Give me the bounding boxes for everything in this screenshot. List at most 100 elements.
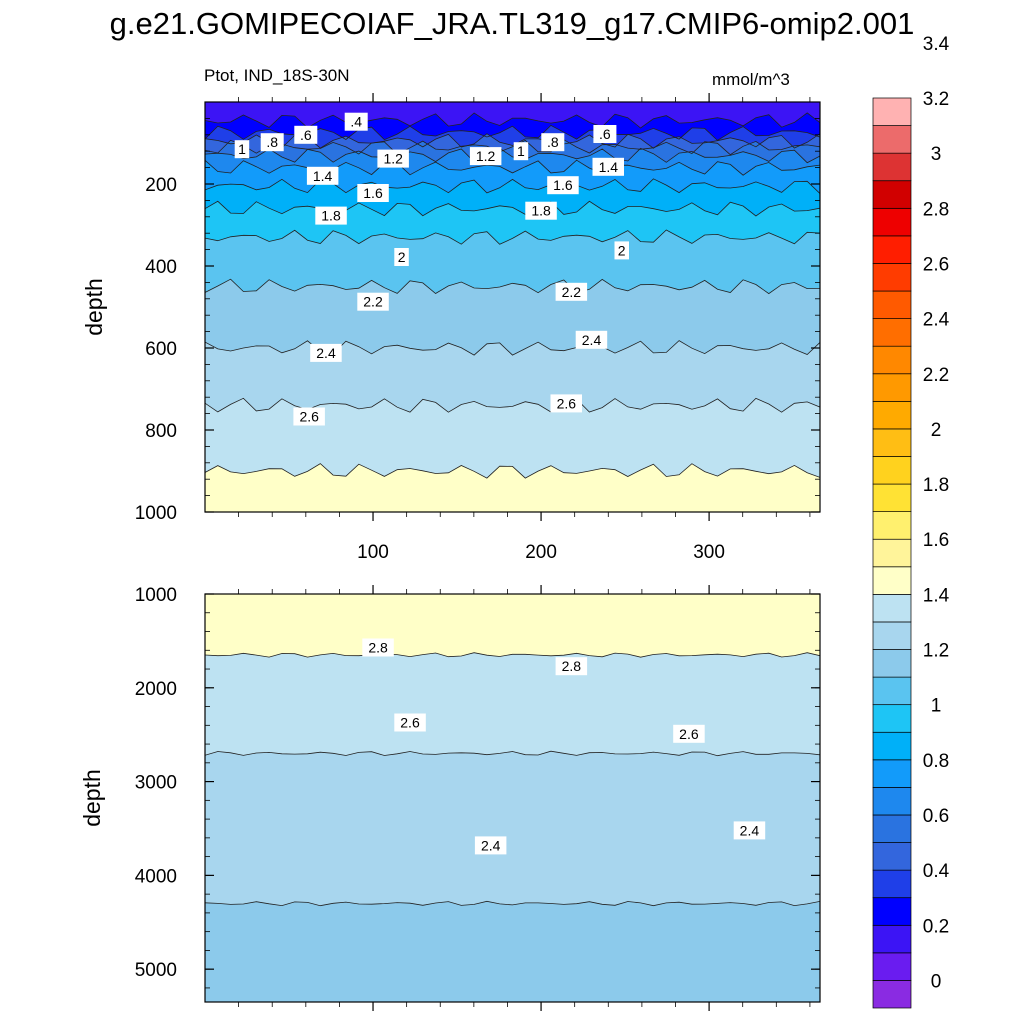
svg-text:1.6: 1.6 — [553, 177, 573, 193]
lower-y-tick-label: 3000 — [135, 773, 177, 794]
colorbar-box — [872, 621, 912, 650]
upper-contour-label: 2.4 — [310, 343, 342, 362]
colorbar-box — [872, 263, 912, 292]
upper-contour-label: 1 — [234, 140, 250, 159]
upper-contour-label: 1.4 — [592, 157, 624, 176]
colorbar-box — [872, 704, 912, 733]
colorbar-box — [872, 207, 912, 237]
lower-y-tick-label: 1000 — [135, 585, 177, 606]
lower-contour-label: 2.8 — [555, 657, 588, 676]
upper-contour-band — [205, 398, 820, 479]
svg-text:1.8: 1.8 — [531, 203, 551, 219]
svg-text:2.4: 2.4 — [481, 837, 501, 853]
svg-text:2.4: 2.4 — [316, 345, 336, 361]
upper-y-tick-label: 600 — [145, 339, 177, 360]
colorbar-box — [872, 676, 912, 706]
svg-text:2.8: 2.8 — [368, 640, 388, 656]
colorbar-box — [872, 952, 912, 981]
svg-text:.8: .8 — [547, 134, 559, 150]
svg-text:1.4: 1.4 — [313, 168, 333, 184]
colorbar-label: 2.8 — [923, 199, 949, 220]
svg-text:1.6: 1.6 — [363, 185, 383, 201]
upper-y-tick-label: 800 — [145, 421, 177, 442]
colorbar-box — [872, 538, 912, 568]
colorbar-box — [872, 318, 912, 347]
colorbar-label: 0.4 — [923, 861, 950, 882]
colorbar-box — [872, 152, 912, 182]
colorbar-label: 2.2 — [923, 365, 949, 386]
colorbar-box — [872, 97, 912, 126]
upper-contour-line — [205, 278, 820, 295]
svg-text:2.6: 2.6 — [400, 715, 420, 731]
colorbar-box — [872, 924, 912, 954]
colorbar-label: 1.8 — [923, 475, 949, 496]
upper-contour-label: 2.6 — [293, 407, 325, 426]
colorbar-label: 1.4 — [923, 585, 950, 606]
upper-contour-band — [205, 112, 820, 141]
colorbar-box — [872, 483, 912, 512]
colorbar-label: 0.8 — [923, 751, 949, 772]
svg-text:2.2: 2.2 — [363, 294, 383, 310]
upper-contour-line — [205, 229, 820, 245]
upper-contour-band — [205, 133, 820, 155]
svg-text:1.2: 1.2 — [476, 148, 496, 164]
upper-contour-label: 1.2 — [469, 147, 502, 166]
upper-contour-label: 2 — [394, 248, 409, 266]
lower-y-tick-label: 2000 — [135, 679, 177, 700]
colorbar-box — [872, 594, 912, 623]
colorbar-box — [872, 428, 912, 457]
colorbar-box — [872, 869, 912, 899]
upper-contour-line — [205, 463, 820, 479]
lower-y-axis-label: depth — [79, 769, 105, 827]
colorbar-label: 3.4 — [923, 34, 950, 55]
upper-contour-label: 1.8 — [525, 201, 557, 220]
upper-x-tick-label: 300 — [693, 542, 725, 563]
lower-panel-labels: 2.8 2.8 2.6 2.6 2.4 2.4 — [362, 638, 766, 855]
lower-contour-band — [205, 594, 820, 658]
upper-contour-label: 2 — [614, 241, 629, 260]
upper-contour-label: 2.6 — [550, 394, 582, 413]
svg-text:1.8: 1.8 — [321, 208, 341, 224]
colorbar-box — [872, 290, 912, 319]
upper-y-tick-label: 400 — [145, 257, 177, 278]
upper-contour-line — [205, 178, 820, 194]
upper-contour-band — [205, 201, 820, 245]
upper-y-tick-label: 200 — [145, 175, 177, 196]
upper-contour-label: .4 — [344, 112, 368, 131]
svg-text:1: 1 — [238, 141, 246, 157]
colorbar-label: 2.6 — [923, 255, 949, 276]
colorbar-box — [872, 566, 912, 595]
colorbar-box — [872, 649, 912, 678]
colorbar-box — [872, 759, 912, 788]
lower-contour-line — [205, 750, 820, 757]
units-label: mmol/m^3 — [712, 70, 790, 89]
main-title: g.e21.GOMIPECOIAF_JRA.TL319_g17.CMIP6-om… — [109, 6, 915, 41]
svg-text:2.2: 2.2 — [562, 284, 582, 300]
svg-text:1.4: 1.4 — [599, 159, 619, 175]
lower-contour-band — [205, 652, 820, 756]
upper-panel-labels: .4.6.6.8.81 11.2 1.21.41.41.6 1.61.8 1.82 22.… — [234, 112, 629, 426]
upper-contour-label: .6 — [593, 125, 617, 143]
svg-text:.6: .6 — [599, 126, 611, 142]
lower-contour-band — [205, 751, 820, 906]
colorbar-box — [872, 787, 912, 816]
colorbar-box — [872, 345, 912, 375]
lower-y-tick-label: 4000 — [135, 866, 177, 887]
svg-text:2: 2 — [618, 242, 626, 258]
lower-contour-label: 2.4 — [474, 836, 507, 855]
upper-contour-label: 1.6 — [357, 184, 389, 202]
upper-contour-band — [205, 340, 820, 413]
upper-contour-label: .6 — [294, 125, 318, 144]
upper-contour-label: .8 — [541, 133, 565, 152]
svg-text:2.6: 2.6 — [557, 395, 577, 411]
lower-panel-fill — [205, 594, 820, 1002]
colorbar-box — [872, 180, 912, 209]
upper-contour-line — [205, 200, 820, 217]
upper-y-tick-label: 1000 — [135, 503, 177, 524]
upper-contour-label: 1 — [513, 142, 529, 161]
upper-contour-label: 2.4 — [575, 330, 608, 349]
colorbar-label: 1 — [931, 696, 942, 717]
colorbar-box — [872, 842, 912, 871]
svg-text:2.6: 2.6 — [679, 726, 699, 742]
lower-contour-band — [205, 901, 820, 1002]
